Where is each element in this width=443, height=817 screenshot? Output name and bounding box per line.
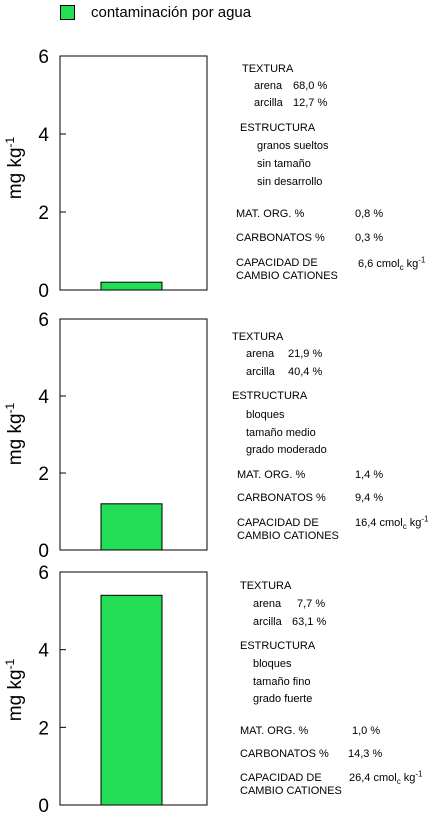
cic-label-2: CAMBIO CATIONES bbox=[236, 270, 338, 282]
estructura-line-2: sin tamaño bbox=[257, 158, 311, 170]
estructura-line-3: sin desarrollo bbox=[257, 176, 323, 188]
y-axis-label: mg kg-1 bbox=[3, 402, 26, 465]
y-tick-label: 2 bbox=[38, 464, 49, 485]
arena-label: arena bbox=[246, 348, 275, 360]
y-tick-label: 0 bbox=[38, 796, 49, 817]
cic-label-1: CAPACIDAD DE bbox=[240, 772, 322, 784]
carbonatos-label: CARBONATOS % bbox=[236, 232, 325, 244]
cic-value: 6,6 cmolc kg-1 bbox=[358, 255, 426, 273]
y-axis-label: mg kg-1 bbox=[3, 658, 26, 721]
bar bbox=[100, 281, 163, 291]
estructura-line-1: granos sueltos bbox=[257, 140, 329, 152]
y-tick-label: 2 bbox=[38, 203, 49, 224]
cic-label-1: CAPACIDAD DE bbox=[237, 517, 319, 529]
arcilla-value: 12,7 % bbox=[293, 97, 328, 109]
estructura-line-3: grado moderado bbox=[246, 444, 327, 456]
arena-value: 21,9 % bbox=[288, 348, 323, 360]
mat-org-value: 0,8 % bbox=[355, 208, 384, 220]
y-tick-label: 4 bbox=[38, 387, 49, 408]
estructura-label: ESTRUCTURA bbox=[240, 122, 316, 134]
mat-org-label: MAT. ORG. % bbox=[236, 208, 305, 220]
y-axis-label: mg kg-1 bbox=[3, 136, 26, 199]
carbonatos-value: 0,3 % bbox=[355, 232, 384, 244]
carbonatos-label: CARBONATOS % bbox=[240, 748, 329, 760]
y-tick-label: 6 bbox=[38, 310, 49, 331]
legend-swatch bbox=[60, 4, 75, 20]
arena-label: arena bbox=[254, 80, 283, 92]
mat-org-value: 1,0 % bbox=[352, 725, 381, 737]
cic-value: 26,4 cmolc kg-1 bbox=[349, 769, 423, 787]
cic-value: 16,4 cmolc kg-1 bbox=[355, 514, 429, 532]
y-tick-label: 4 bbox=[38, 641, 49, 662]
soil-info-panel-1: TEXTURA arena 68,0 % arcilla 12,7 % ESTR… bbox=[0, 0, 443, 300]
mat-org-value: 1,4 % bbox=[355, 469, 384, 481]
arena-value: 7,7 % bbox=[297, 598, 326, 610]
y-tick-label: 0 bbox=[38, 541, 49, 562]
estructura-label: ESTRUCTURA bbox=[240, 640, 316, 652]
y-tick-label: 6 bbox=[38, 563, 49, 584]
bar-chart-1: 0 2 4 6 mg kg-1 bbox=[3, 47, 208, 302]
arena-label: arena bbox=[253, 598, 282, 610]
estructura-line-3: grado fuerte bbox=[253, 693, 313, 705]
cic-label-2: CAMBIO CATIONES bbox=[240, 785, 342, 797]
bar bbox=[100, 503, 163, 551]
y-tick-label: 2 bbox=[38, 718, 49, 739]
carbonatos-label: CARBONATOS % bbox=[237, 492, 326, 504]
cic-label-1: CAPACIDAD DE bbox=[236, 257, 318, 269]
estructura-line-2: tamaño fino bbox=[253, 676, 311, 688]
carbonatos-value: 14,3 % bbox=[348, 748, 383, 760]
mat-org-label: MAT. ORG. % bbox=[237, 469, 306, 481]
arcilla-value: 40,4 % bbox=[288, 366, 323, 378]
estructura-line-1: bloques bbox=[246, 409, 285, 421]
y-tick-label: 4 bbox=[38, 125, 49, 146]
bar bbox=[100, 594, 163, 806]
bar-chart-3: 0 2 4 6 mg kg-1 bbox=[3, 563, 208, 817]
legend: contaminación por agua bbox=[60, 2, 251, 22]
arena-value: 68,0 % bbox=[293, 80, 328, 92]
estructura-line-2: tamaño medio bbox=[246, 427, 316, 439]
estructura-line-1: bloques bbox=[253, 658, 292, 670]
y-tick-label: 0 bbox=[38, 281, 49, 302]
arcilla-label: arcilla bbox=[246, 366, 275, 378]
textura-label: TEXTURA bbox=[242, 63, 294, 75]
y-tick-label: 6 bbox=[38, 47, 49, 68]
textura-label: TEXTURA bbox=[240, 580, 292, 592]
bar-chart-2: 0 2 4 6 mg kg-1 bbox=[3, 310, 208, 562]
arcilla-label: arcilla bbox=[253, 616, 282, 628]
legend-label: contaminación por agua bbox=[91, 3, 252, 21]
carbonatos-value: 9,4 % bbox=[355, 492, 384, 504]
estructura-label: ESTRUCTURA bbox=[232, 390, 308, 402]
mat-org-label: MAT. ORG. % bbox=[240, 725, 309, 737]
arcilla-value: 63,1 % bbox=[292, 616, 327, 628]
textura-label: TEXTURA bbox=[232, 331, 284, 343]
arcilla-label: arcilla bbox=[254, 97, 283, 109]
cic-label-2: CAMBIO CATIONES bbox=[237, 530, 339, 542]
